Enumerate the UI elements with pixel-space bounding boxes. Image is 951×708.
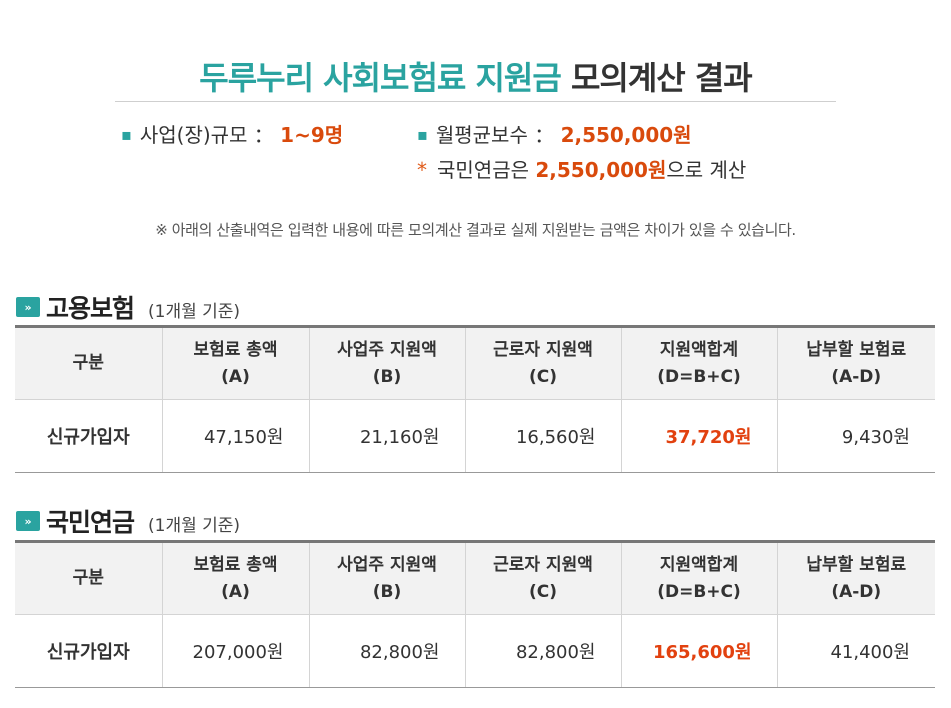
pension-basis-summary: * 국민연금은 2,550,000원으로 계산 [417,156,746,184]
premium-total-cell: 207,000원 [162,614,310,688]
page-title: 두루누리 사회보험료 지원금 모의계산 결과 [0,56,951,100]
avg-wage-summary: ▪ 월평균보수 ： 2,550,000원 [417,121,692,149]
column-header: 보험료 총액 (A) [162,541,310,615]
employee-support-cell: 16,560원 [465,399,622,473]
column-header: 근로자 지원액 (C) [465,326,622,400]
column-header: 납부할 보험료 (A-D) [777,541,935,615]
employment-insurance-heading: » 고용보험 (1개월 기준) [16,289,240,325]
premium-total-cell: 47,150원 [162,399,310,473]
payable-premium-cell: 41,400원 [777,614,935,688]
section-title: 국민연금 [46,508,135,537]
table-row: 신규가입자 207,000원 82,800원 82,800원 165,600원 … [15,614,935,688]
column-header: 구분 [15,541,163,615]
page-title-rest: 모의계산 결과 [570,59,753,97]
pension-basis-value: 2,550,000원 [535,158,667,182]
business-size-summary: ▪ 사업(장)규모 ： 1~9명 [121,121,343,149]
column-header: 사업주 지원액 (B) [309,541,466,615]
row-label: 신규가입자 [15,399,163,473]
employer-support-cell: 21,160원 [309,399,466,473]
avg-wage-value: 2,550,000원 [560,123,692,147]
table-header-row: 구분 보험료 총액 (A) 사업주 지원액 (B) 근로자 지원액 (C) 지원액합계… [15,326,935,400]
section-subtitle: (1개월 기준) [148,301,241,322]
double-chevron-icon: » [16,297,40,317]
column-header: 사업주 지원액 (B) [309,326,466,400]
employment-insurance-table: 구분 보험료 총액 (A) 사업주 지원액 (B) 근로자 지원액 (C) 지원액합계… [15,325,935,473]
bullet-icon: ▪ [417,125,428,144]
row-label: 신규가입자 [15,614,163,688]
column-header: 지원액합계 (D=B+C) [621,326,778,400]
bullet-icon: ▪ [121,125,132,144]
double-chevron-icon: » [16,511,40,531]
column-header: 지원액합계 (D=B+C) [621,541,778,615]
pension-basis-label: 국민연금은 [437,158,529,182]
payable-premium-cell: 9,430원 [777,399,935,473]
national-pension-table: 구분 보험료 총액 (A) 사업주 지원액 (B) 근로자 지원액 (C) 지원액합계… [15,540,935,688]
business-size-label: 사업(장)규모 ： [139,123,274,147]
support-sum-cell: 37,720원 [621,399,778,473]
avg-wage-label: 월평균보수 ： [435,123,555,147]
page-title-accent: 두루누리 사회보험료 지원금 [199,59,562,97]
column-header: 구분 [15,326,163,400]
section-title: 고용보험 [46,294,135,323]
employee-support-cell: 82,800원 [465,614,622,688]
section-subtitle: (1개월 기준) [148,515,241,536]
title-divider [115,101,836,102]
column-header: 보험료 총액 (A) [162,326,310,400]
national-pension-heading: » 국민연금 (1개월 기준) [16,503,240,539]
table-header-row: 구분 보험료 총액 (A) 사업주 지원액 (B) 근로자 지원액 (C) 지원액합계… [15,541,935,615]
pension-basis-suffix: 으로 계산 [666,158,747,182]
employer-support-cell: 82,800원 [309,614,466,688]
support-sum-cell: 165,600원 [621,614,778,688]
column-header: 납부할 보험료 (A-D) [777,326,935,400]
asterisk-icon: * [417,158,427,182]
business-size-value: 1~9명 [280,123,344,147]
disclaimer-notice: ※ 아래의 산출내역은 입력한 내용에 따른 모의계산 결과로 실제 지원받는 … [155,221,796,239]
column-header: 근로자 지원액 (C) [465,541,622,615]
table-row: 신규가입자 47,150원 21,160원 16,560원 37,720원 9,… [15,399,935,473]
